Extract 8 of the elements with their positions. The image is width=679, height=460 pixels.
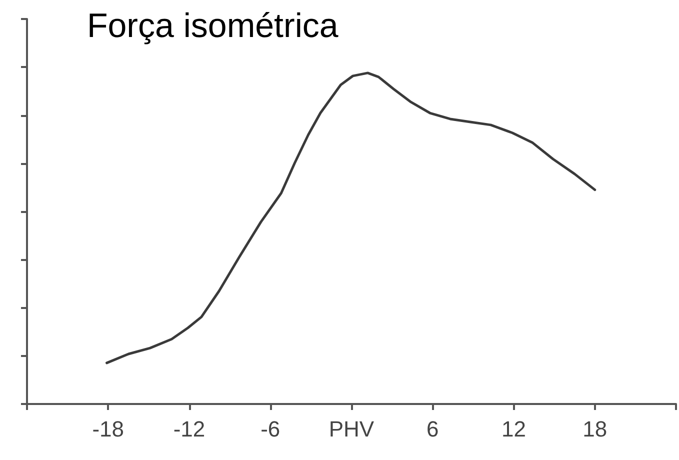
- x-tick-label: -6: [260, 416, 280, 442]
- x-tick-label: PHV: [328, 416, 374, 442]
- x-tick-label: 12: [502, 416, 526, 442]
- x-tick-label: 6: [426, 416, 439, 442]
- chart-title: Força isométrica: [87, 7, 338, 45]
- x-tick-label: -12: [173, 416, 206, 442]
- x-tick-label: 18: [582, 416, 608, 442]
- x-tick-label: -18: [92, 416, 124, 442]
